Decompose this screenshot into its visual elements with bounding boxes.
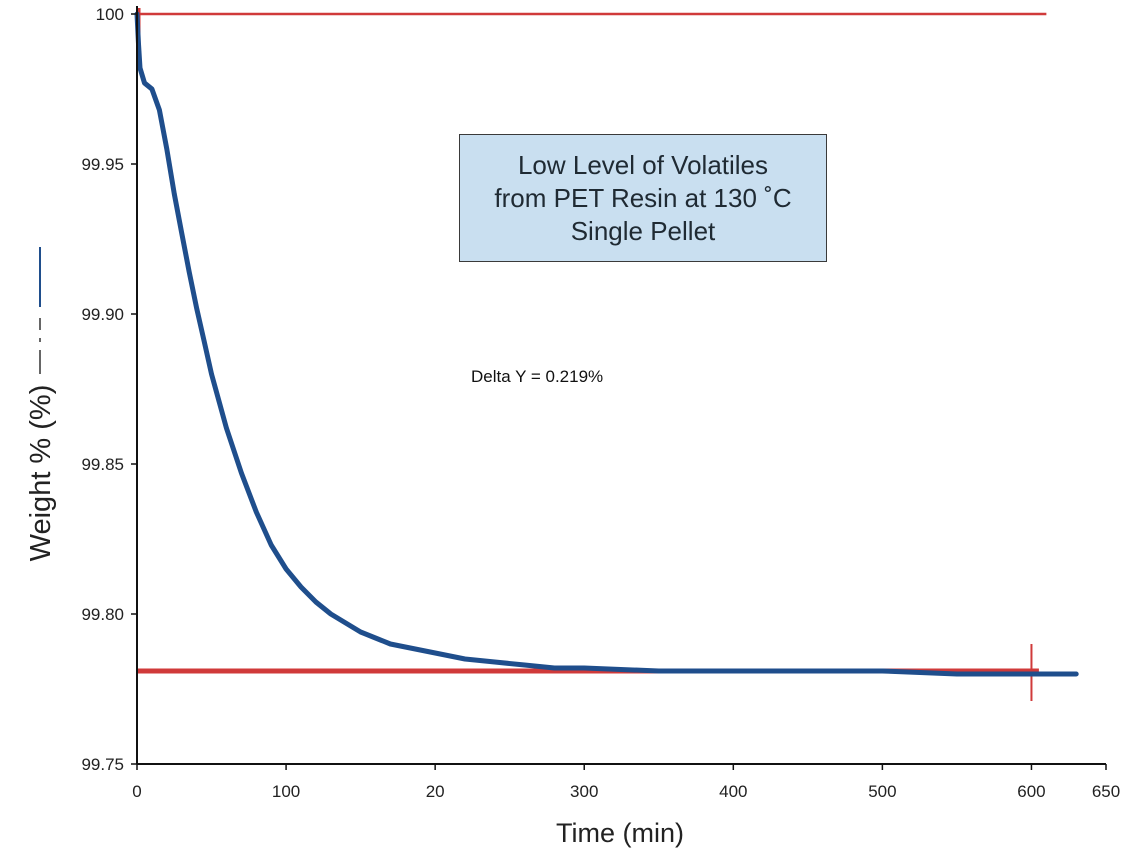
- y-axis-title: Weight % (%): [25, 385, 57, 562]
- x-tick-label: 300: [570, 782, 598, 801]
- x-axis-title: Time (min): [556, 818, 684, 848]
- x-tick-label: 0: [132, 782, 141, 801]
- x-tick-label: 400: [719, 782, 747, 801]
- y-tick-label: 99.75: [81, 755, 124, 774]
- chart-title-line-1: Low Level of Volatiles: [517, 149, 769, 180]
- series-layer: [134, 11, 1079, 677]
- y-tick-label: 99.90: [81, 305, 124, 324]
- y-tick-label: 99.85: [81, 455, 124, 474]
- x-axis-ticks: 0 100 20 300 400 500 600 650: [132, 764, 1120, 801]
- reference-lines: [137, 8, 1047, 701]
- x-tick-label: 100: [272, 782, 300, 801]
- y-axis-ticks: 99.75 99.80 99.85 99.90 99.95 100: [81, 5, 137, 774]
- chart-title-line-2: from PET Resin at 130 ˚C: [494, 182, 792, 213]
- y-tick-label: 99.80: [81, 605, 124, 624]
- delta-y-annotation: Delta Y = 0.219%: [471, 367, 604, 386]
- weight-series-line: [134, 11, 1079, 677]
- x-tick-label: 500: [868, 782, 896, 801]
- chart-title-line-3: Single Pellet: [570, 215, 716, 246]
- chart-title-box: Low Level of Volatiles from PET Resin at…: [459, 134, 827, 262]
- axes: [136, 6, 1106, 765]
- y-tick-label: 100: [96, 5, 124, 24]
- x-tick-label: 20: [426, 782, 445, 801]
- x-tick-label: 650: [1092, 782, 1120, 801]
- y-tick-label: 99.95: [81, 155, 124, 174]
- x-tick-label: 600: [1017, 782, 1045, 801]
